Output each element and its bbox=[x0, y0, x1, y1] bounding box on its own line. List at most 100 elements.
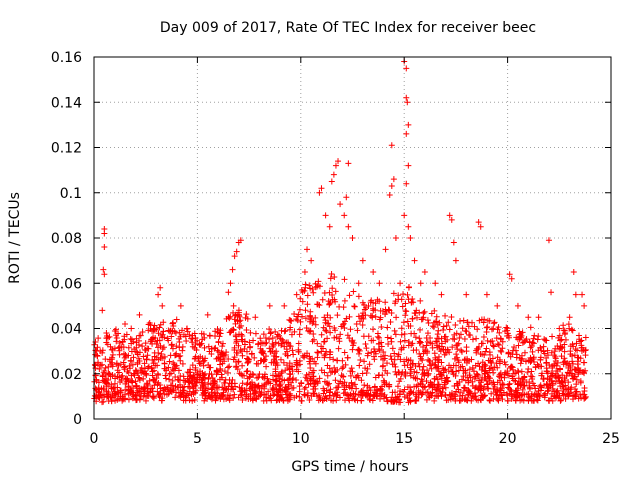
data-point bbox=[341, 318, 348, 325]
data-point bbox=[202, 371, 209, 378]
data-point bbox=[442, 338, 449, 345]
data-point bbox=[456, 335, 463, 342]
data-point bbox=[568, 326, 575, 333]
data-point bbox=[189, 362, 196, 369]
data-point bbox=[251, 354, 258, 361]
data-point bbox=[267, 329, 274, 336]
y-tick-label: 0.1 bbox=[60, 186, 82, 202]
data-point bbox=[578, 394, 585, 401]
data-point bbox=[556, 332, 563, 339]
data-point bbox=[326, 388, 333, 395]
data-point bbox=[310, 367, 317, 374]
data-point bbox=[404, 291, 411, 298]
data-point bbox=[355, 280, 362, 287]
data-point bbox=[316, 375, 323, 382]
data-point bbox=[489, 355, 496, 362]
data-point bbox=[124, 376, 131, 383]
data-point bbox=[168, 370, 175, 377]
data-point bbox=[185, 392, 192, 399]
data-point bbox=[403, 65, 410, 72]
data-point bbox=[99, 361, 106, 368]
data-point bbox=[230, 302, 237, 309]
data-point bbox=[384, 324, 391, 331]
data-point bbox=[261, 356, 268, 363]
data-point bbox=[163, 391, 170, 398]
data-point bbox=[132, 367, 139, 374]
data-point bbox=[304, 301, 311, 308]
data-point bbox=[530, 355, 537, 362]
data-point bbox=[426, 358, 433, 365]
data-point bbox=[359, 370, 366, 377]
data-point bbox=[474, 326, 481, 333]
data-point bbox=[331, 274, 338, 281]
data-point bbox=[324, 312, 331, 319]
data-point bbox=[150, 367, 157, 374]
data-point bbox=[561, 348, 568, 355]
data-point bbox=[321, 314, 328, 321]
data-point bbox=[340, 373, 347, 380]
data-point bbox=[422, 383, 429, 390]
data-point bbox=[436, 345, 443, 352]
data-point bbox=[154, 344, 161, 351]
data-point bbox=[142, 347, 149, 354]
data-point bbox=[128, 388, 135, 395]
data-point bbox=[416, 340, 423, 347]
data-point bbox=[346, 313, 353, 320]
data-point bbox=[281, 328, 288, 335]
data-point bbox=[170, 386, 177, 393]
data-point bbox=[546, 384, 553, 391]
data-point bbox=[559, 378, 566, 385]
data-point bbox=[112, 332, 119, 339]
data-point bbox=[442, 366, 449, 373]
data-point bbox=[149, 335, 156, 342]
data-point bbox=[286, 326, 293, 333]
data-point bbox=[246, 356, 253, 363]
data-point bbox=[551, 348, 558, 355]
data-point bbox=[483, 324, 490, 331]
data-point bbox=[92, 385, 99, 392]
data-point bbox=[101, 271, 108, 278]
data-point bbox=[351, 396, 358, 403]
data-point bbox=[259, 349, 266, 356]
data-point bbox=[570, 268, 577, 275]
data-point bbox=[566, 314, 573, 321]
data-point bbox=[463, 291, 470, 298]
data-point bbox=[361, 358, 368, 365]
data-point bbox=[128, 325, 135, 332]
data-point bbox=[223, 349, 230, 356]
data-point bbox=[445, 396, 452, 403]
data-point bbox=[298, 379, 305, 386]
data-point bbox=[504, 392, 511, 399]
data-point bbox=[517, 392, 524, 399]
y-tick-label: 0.02 bbox=[51, 367, 82, 383]
data-point bbox=[161, 353, 168, 360]
data-point bbox=[356, 350, 363, 357]
data-point bbox=[568, 370, 575, 377]
data-point bbox=[97, 348, 104, 355]
data-point bbox=[190, 385, 197, 392]
data-point bbox=[458, 348, 465, 355]
data-point bbox=[434, 331, 441, 338]
data-points bbox=[91, 58, 589, 406]
data-point bbox=[385, 341, 392, 348]
data-point bbox=[477, 351, 484, 358]
data-point bbox=[296, 383, 303, 390]
data-point bbox=[449, 335, 456, 342]
data-point bbox=[291, 311, 298, 318]
data-point bbox=[453, 368, 460, 375]
data-point bbox=[441, 381, 448, 388]
y-tick-label: 0 bbox=[73, 412, 82, 428]
data-point bbox=[405, 338, 412, 345]
data-point bbox=[281, 302, 288, 309]
data-point bbox=[322, 212, 329, 219]
data-point bbox=[101, 244, 108, 251]
data-point bbox=[143, 356, 150, 363]
data-point bbox=[413, 369, 420, 376]
data-point bbox=[362, 341, 369, 348]
data-point bbox=[95, 335, 102, 342]
data-point bbox=[560, 383, 567, 390]
data-point bbox=[107, 373, 114, 380]
data-point bbox=[384, 398, 391, 405]
data-point bbox=[509, 375, 516, 382]
data-point bbox=[221, 385, 228, 392]
